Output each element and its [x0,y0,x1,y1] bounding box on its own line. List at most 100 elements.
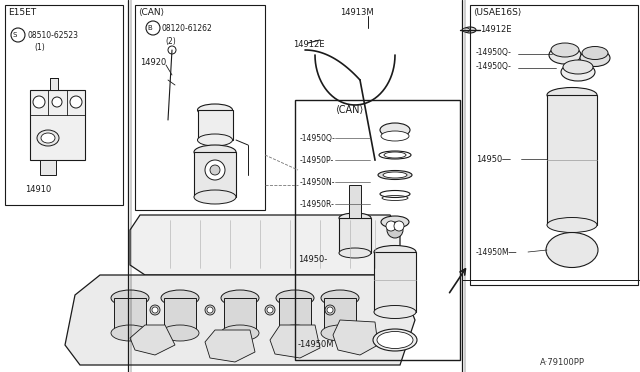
Ellipse shape [194,190,236,204]
Polygon shape [270,325,320,358]
Ellipse shape [547,218,597,232]
Ellipse shape [339,213,371,223]
Ellipse shape [373,329,417,351]
Text: 14950-: 14950- [298,255,327,264]
Ellipse shape [161,290,199,306]
Text: 14950―: 14950― [476,155,511,164]
Ellipse shape [377,331,413,349]
Circle shape [33,96,45,108]
Circle shape [265,305,275,315]
Ellipse shape [381,131,409,141]
Ellipse shape [194,145,236,159]
Text: 14913M: 14913M [340,8,374,17]
Circle shape [205,305,215,315]
Ellipse shape [378,170,412,180]
Bar [194,152,236,197]
Ellipse shape [161,325,199,341]
Bar [224,298,256,333]
Text: -14950Q-: -14950Q- [476,48,512,57]
Bar [135,5,265,210]
Bar [30,90,85,160]
Text: (2): (2) [165,37,176,46]
Ellipse shape [339,248,371,258]
Ellipse shape [37,130,59,146]
Ellipse shape [276,325,314,341]
Ellipse shape [374,246,416,259]
Polygon shape [65,275,415,365]
Text: -14950N-: -14950N- [300,178,335,187]
Circle shape [267,307,273,313]
Text: -14950P-: -14950P- [300,156,334,165]
Text: ⟨CAN⟩: ⟨CAN⟩ [138,8,164,17]
Bar [374,252,416,312]
Ellipse shape [198,104,232,116]
Circle shape [327,307,333,313]
Ellipse shape [464,27,476,33]
Ellipse shape [221,290,259,306]
Text: E15ET: E15ET [8,8,36,17]
Circle shape [70,96,82,108]
Bar [295,100,460,360]
Circle shape [386,221,396,231]
Text: 14920: 14920 [140,58,166,67]
Text: -14950M―: -14950M― [476,248,517,257]
Text: ⟨USAE16S⟩: ⟨USAE16S⟩ [473,8,522,17]
Circle shape [146,21,160,35]
Text: 08120-61262: 08120-61262 [162,24,212,33]
Polygon shape [333,320,378,355]
Text: 08510-62523: 08510-62523 [27,31,78,40]
Circle shape [205,160,225,180]
Bar [470,5,638,285]
Circle shape [168,46,176,54]
Bar [50,78,58,90]
Ellipse shape [41,133,55,143]
Ellipse shape [321,290,359,306]
Ellipse shape [547,87,597,103]
Ellipse shape [546,232,598,267]
Circle shape [52,97,62,107]
Text: 14910: 14910 [25,185,51,194]
Ellipse shape [551,43,579,57]
Ellipse shape [563,60,593,74]
Text: S: S [13,32,17,38]
Text: -14950Q-: -14950Q- [300,134,336,143]
Ellipse shape [549,46,581,64]
Text: -14950Q-: -14950Q- [476,62,512,71]
Bar [40,160,56,175]
Bar [114,298,146,333]
Ellipse shape [111,325,149,341]
Circle shape [394,221,404,231]
Ellipse shape [276,290,314,306]
Bar [164,298,196,333]
Ellipse shape [380,123,410,137]
Text: (1): (1) [34,43,45,52]
Ellipse shape [221,325,259,341]
Text: B: B [148,25,152,31]
Text: 14912E: 14912E [293,40,324,49]
Ellipse shape [374,305,416,318]
Bar [5,5,123,205]
Ellipse shape [580,49,610,67]
Circle shape [11,28,25,42]
Ellipse shape [383,172,407,178]
Ellipse shape [381,216,409,228]
Text: ⟨CAN⟩: ⟨CAN⟩ [335,105,364,115]
Text: A·79100PP: A·79100PP [540,358,585,367]
Bar [198,110,233,140]
Bar [547,95,597,225]
Circle shape [387,222,403,238]
Ellipse shape [561,63,595,81]
Text: -14950M: -14950M [298,340,335,349]
Circle shape [325,305,335,315]
Bar [324,298,356,333]
Bar [349,185,361,218]
Circle shape [210,165,220,175]
Circle shape [207,307,213,313]
Bar [339,218,371,253]
Polygon shape [130,215,400,275]
Ellipse shape [582,46,608,60]
Ellipse shape [111,290,149,306]
Ellipse shape [198,134,232,146]
Polygon shape [205,330,255,362]
Polygon shape [130,325,175,355]
